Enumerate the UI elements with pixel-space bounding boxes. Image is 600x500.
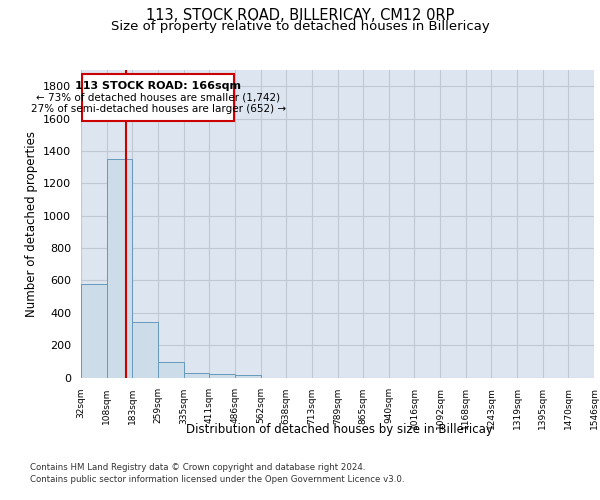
Bar: [184, 372, 209, 378]
Bar: [81, 284, 107, 378]
Bar: [82, 74, 235, 122]
Text: 113 STOCK ROAD: 166sqm: 113 STOCK ROAD: 166sqm: [75, 81, 241, 91]
Text: Distribution of detached houses by size in Billericay: Distribution of detached houses by size …: [185, 422, 493, 436]
Bar: [209, 374, 235, 378]
Bar: [158, 362, 184, 378]
Text: 27% of semi-detached houses are larger (652) →: 27% of semi-detached houses are larger (…: [31, 104, 286, 114]
Bar: [235, 374, 260, 378]
Y-axis label: Number of detached properties: Number of detached properties: [25, 130, 38, 317]
Bar: [132, 322, 158, 378]
Bar: [107, 159, 132, 378]
Text: Contains HM Land Registry data © Crown copyright and database right 2024.: Contains HM Land Registry data © Crown c…: [30, 462, 365, 471]
Text: ← 73% of detached houses are smaller (1,742): ← 73% of detached houses are smaller (1,…: [36, 92, 280, 102]
Text: Size of property relative to detached houses in Billericay: Size of property relative to detached ho…: [110, 20, 490, 33]
Text: 113, STOCK ROAD, BILLERICAY, CM12 0RP: 113, STOCK ROAD, BILLERICAY, CM12 0RP: [146, 8, 454, 22]
Text: Contains public sector information licensed under the Open Government Licence v3: Contains public sector information licen…: [30, 475, 404, 484]
